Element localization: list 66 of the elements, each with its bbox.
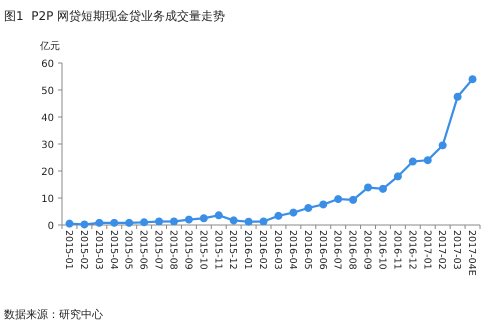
point	[125, 218, 134, 227]
point	[244, 218, 253, 226]
x-tick-label: 2016-11	[391, 230, 402, 270]
y-tick-label: 30	[41, 140, 54, 151]
point	[304, 204, 312, 212]
x-tick-label: 2016-09	[362, 230, 373, 270]
point	[140, 218, 148, 226]
point	[408, 158, 417, 166]
point	[260, 217, 268, 226]
point	[214, 211, 223, 220]
x-tick-label: 2015-02	[78, 230, 89, 270]
point	[378, 184, 387, 193]
y-tick-label: 60	[41, 59, 54, 70]
x-tick-label: 2015-04	[108, 230, 119, 270]
x-tick-label: 2016-04	[286, 230, 298, 270]
y-axis-title: 亿元	[39, 41, 60, 52]
x-tick-label: 2016-07	[332, 230, 343, 270]
point	[454, 92, 462, 101]
point	[364, 183, 372, 192]
chart-title: 图1 P2P 网贷短期现金贷业务成交量走势	[4, 9, 226, 23]
point	[65, 220, 74, 228]
point	[438, 141, 447, 150]
point	[95, 218, 104, 227]
x-tick-label: 2015-08	[167, 230, 178, 270]
point	[319, 200, 328, 208]
source-note: 数据来源：研究中心	[4, 308, 103, 321]
x-tick-label: 2017-04E	[466, 230, 478, 276]
point	[155, 217, 164, 226]
x-tick-label: 2015-01	[62, 230, 74, 270]
x-tick-label: 2015-11	[212, 230, 224, 270]
point	[394, 172, 402, 180]
y-tick-label: 50	[41, 86, 54, 97]
point	[349, 196, 358, 204]
x-tick-label: 2015-07	[152, 230, 164, 270]
x-tick-label: 2016-03	[272, 230, 283, 270]
x-tick-label: 2015-10	[197, 230, 208, 270]
x-tick-label: 2016-02	[257, 230, 268, 270]
x-tick-label: 2016-06	[316, 230, 328, 270]
point	[184, 216, 193, 224]
point	[80, 220, 88, 228]
point	[110, 218, 118, 227]
x-tick-label: 2017-02	[436, 230, 448, 270]
y-tick-label: 40	[41, 113, 54, 124]
y-tick-label: 0	[48, 221, 54, 232]
x-tick-label: 2016-12	[406, 230, 418, 270]
point	[289, 208, 298, 217]
x-tick-label: 2015-06	[138, 230, 149, 270]
x-tick-label: 2015-09	[182, 230, 194, 270]
x-tick-label: 2017-01	[421, 230, 432, 270]
x-tick-label: 2016-10	[376, 230, 388, 270]
point	[424, 156, 432, 164]
point	[274, 212, 282, 220]
point	[334, 195, 342, 204]
x-tick-label: 2015-05	[122, 230, 134, 270]
point	[170, 217, 178, 226]
x-tick-label: 2015-03	[92, 230, 104, 270]
x-tick-label: 2016-08	[346, 230, 358, 270]
point	[468, 75, 477, 84]
point	[230, 216, 238, 224]
y-tick-label: 20	[41, 167, 54, 178]
y-tick-label: 10	[41, 194, 54, 205]
x-tick-label: 2016-05	[302, 230, 313, 270]
point	[200, 214, 208, 222]
x-tick-label: 2015-12	[227, 230, 238, 270]
x-tick-label: 2017-03	[451, 230, 462, 270]
x-tick-label: 2016-01	[242, 230, 254, 270]
